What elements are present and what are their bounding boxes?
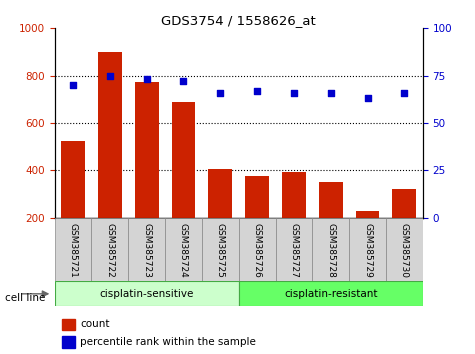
Bar [91,218,128,281]
Bar [245,176,269,218]
Bar [98,52,122,218]
Point [217,90,224,96]
Bar [238,218,276,281]
Bar [128,218,165,281]
Bar [61,141,85,218]
Text: cisplatin-resistant: cisplatin-resistant [284,289,378,299]
Bar [392,189,416,218]
Point [290,90,298,96]
Bar [313,218,349,281]
Text: GSM385730: GSM385730 [400,223,409,278]
Bar [209,169,232,218]
Text: GSM385725: GSM385725 [216,223,225,278]
Bar [276,218,313,281]
Text: GSM385729: GSM385729 [363,223,372,278]
Text: cisplatin-sensitive: cisplatin-sensitive [99,289,194,299]
Point [143,76,151,82]
Bar [386,218,423,281]
Bar [202,218,238,281]
Title: GDS3754 / 1558626_at: GDS3754 / 1558626_at [162,14,316,27]
Point [364,96,371,101]
Bar [165,218,202,281]
Text: percentile rank within the sample: percentile rank within the sample [80,337,256,347]
Bar [171,102,195,218]
Bar [349,218,386,281]
Bar [282,172,306,218]
Point [180,79,187,84]
Point [400,90,408,96]
Bar [62,319,75,330]
Point [327,90,334,96]
Text: GSM385728: GSM385728 [326,223,335,278]
Bar [55,281,238,306]
Text: cell line: cell line [5,293,45,303]
Bar [319,182,342,218]
Bar [238,281,423,306]
Point [69,82,77,88]
Bar [356,211,380,218]
Bar [55,218,91,281]
Text: count: count [80,319,110,329]
Point [253,88,261,94]
Point [106,73,114,79]
Bar [135,81,159,218]
Bar [62,336,75,348]
Text: GSM385726: GSM385726 [253,223,262,278]
Text: GSM385722: GSM385722 [105,223,114,278]
Text: GSM385724: GSM385724 [179,223,188,278]
Text: GSM385721: GSM385721 [68,223,77,278]
Text: GSM385727: GSM385727 [289,223,298,278]
Text: GSM385723: GSM385723 [142,223,151,278]
